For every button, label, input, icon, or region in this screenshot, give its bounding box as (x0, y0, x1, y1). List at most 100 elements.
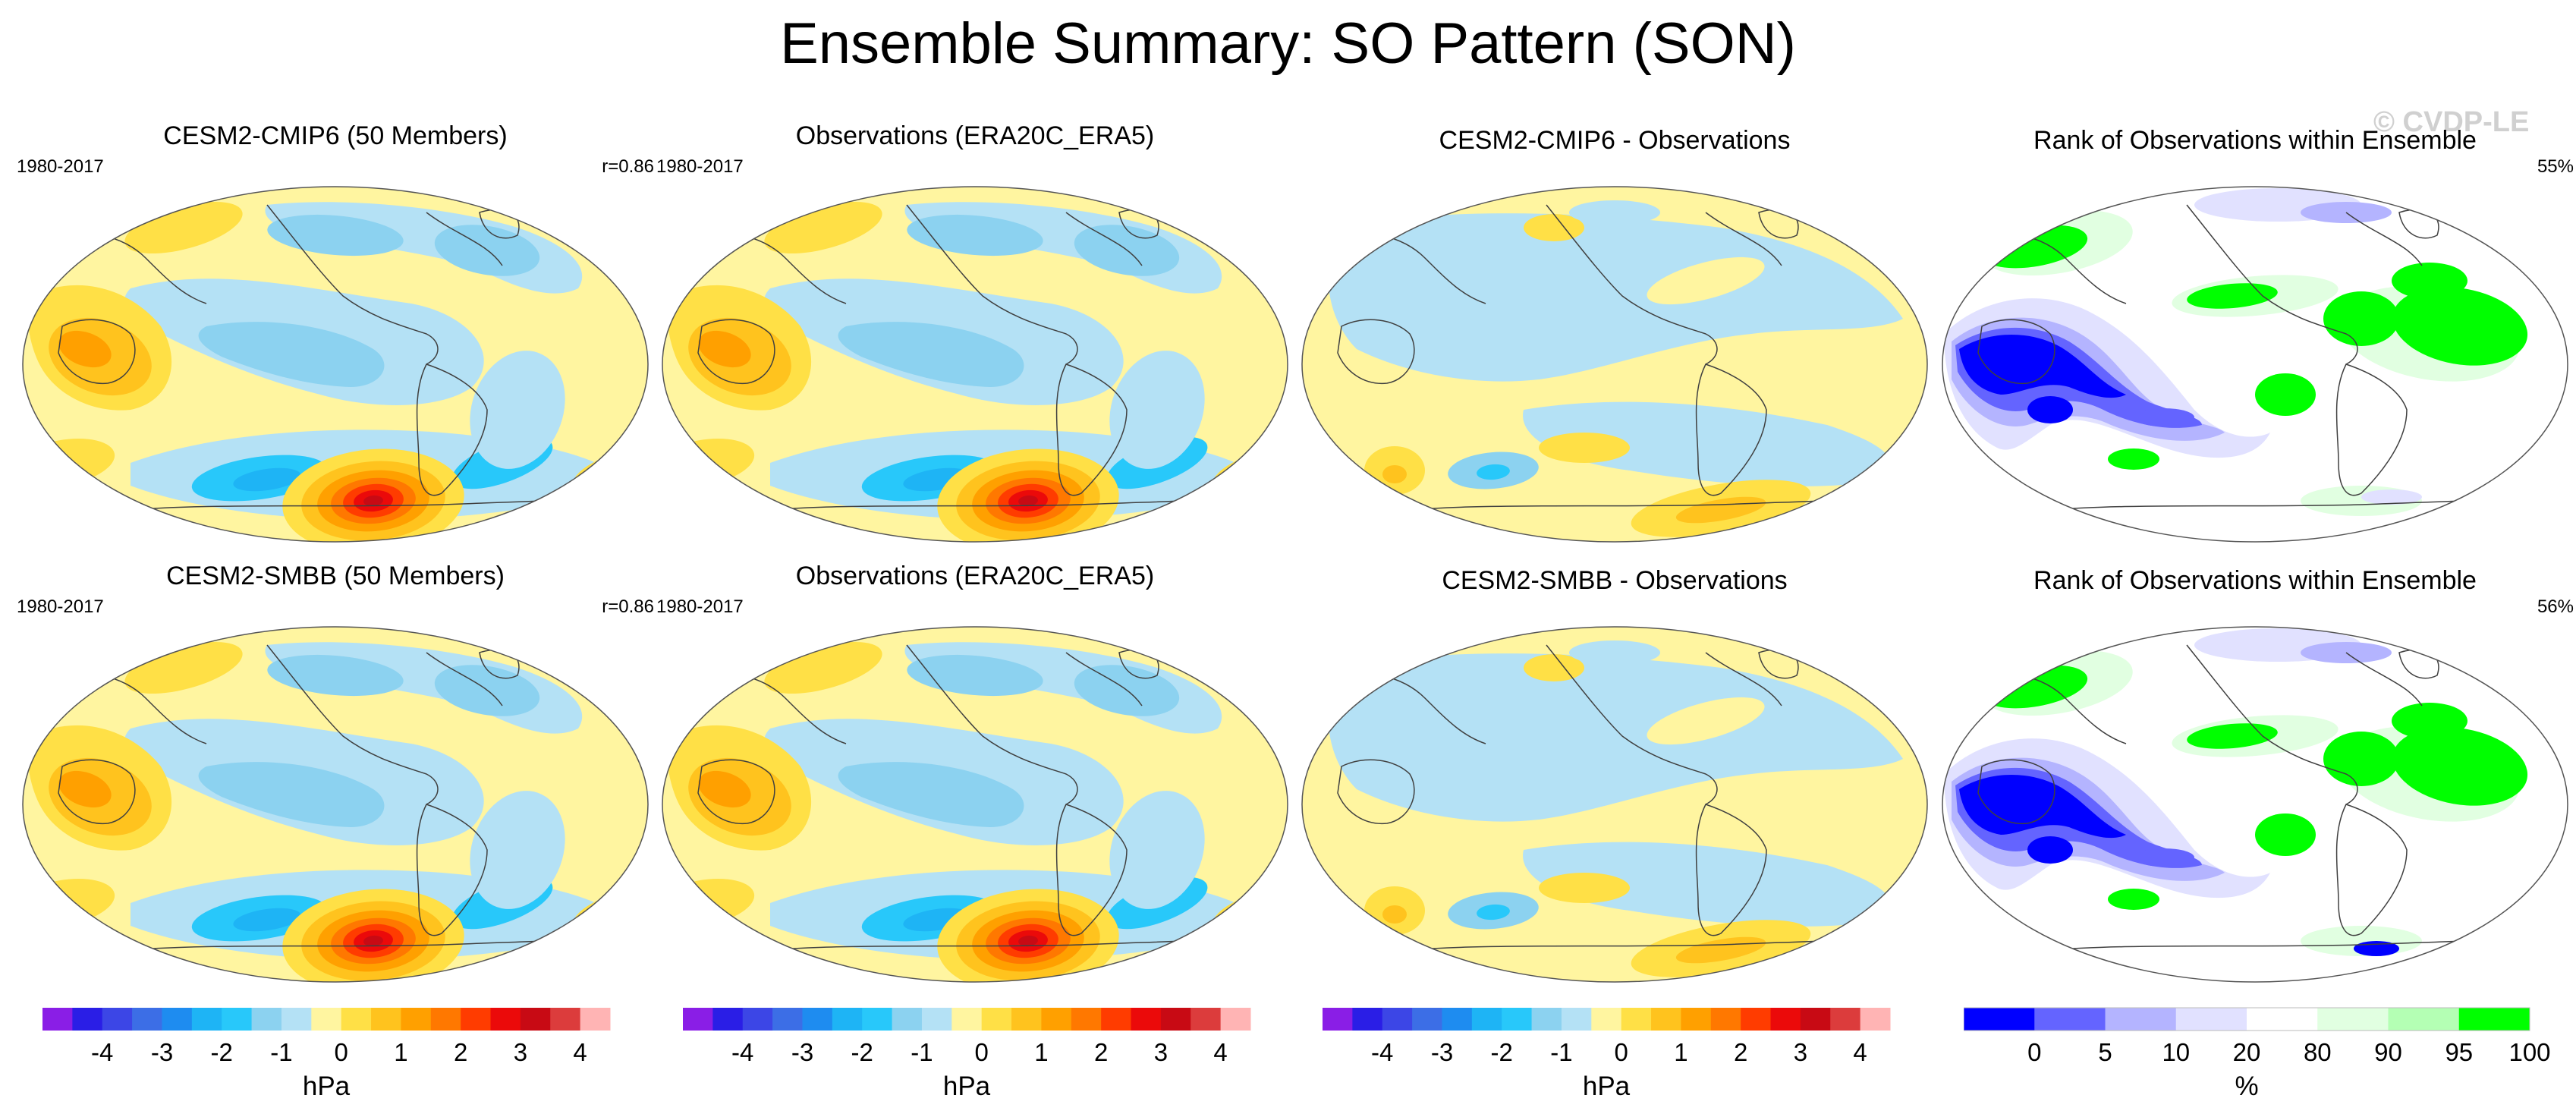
colorbar-tick-label: 90 (2374, 1038, 2402, 1066)
colorbar-swatch (2105, 1008, 2177, 1031)
colorbar-swatch (281, 1008, 312, 1031)
colorbar-swatch (550, 1008, 581, 1031)
panel-title: Observations (ERA20C_ERA5) (795, 121, 1155, 150)
positive-difference-region (1382, 465, 1407, 483)
low-pressure-region (470, 791, 565, 909)
map-projection (1301, 186, 1928, 543)
colorbar-pressure-3: -4 -3 -2 -1 0 1 2 3 4 hPa (1323, 1006, 1914, 1112)
colorbar-tick-label: 3 (1153, 1038, 1168, 1066)
colorbar-tick-label: 3 (513, 1038, 528, 1066)
colorbar-tick-label: 0 (2027, 1038, 2042, 1066)
colorbar-swatch (1323, 1008, 1353, 1031)
low-pressure-region (267, 654, 404, 697)
colorbar-swatch (1830, 1008, 1861, 1031)
colorbar-tick-label: -1 (1550, 1038, 1573, 1066)
rank-low-region (2361, 489, 2422, 505)
rank-high-region (2323, 732, 2399, 786)
colorbar-swatch (772, 1008, 803, 1031)
high-pressure-region (764, 201, 882, 254)
colorbar-swatch (222, 1008, 253, 1031)
colorbar-tick-label: 1 (1034, 1038, 1049, 1066)
map-outline (22, 626, 649, 983)
colorbar-tick-label: 20 (2232, 1038, 2261, 1066)
rank-low-region (2134, 848, 2194, 867)
negative-difference-region (1569, 200, 1660, 225)
positive-difference-region (1647, 256, 1765, 305)
negative-difference-region (1328, 653, 1903, 822)
colorbar-tick-label: 2 (1734, 1038, 1748, 1066)
rank-high-region (2392, 287, 2528, 366)
panel-title: CESM2-CMIP6 - Observations (1439, 126, 1791, 155)
map-panel: Observations (ERA20C_ERA5) 1980-2017 (656, 562, 1294, 987)
rank-low-region (2134, 408, 2194, 426)
colorbar-tick-label: -3 (1430, 1038, 1454, 1066)
colorbar-swatch (1220, 1008, 1251, 1031)
negative-difference-region (1569, 640, 1660, 665)
map-panel: Rank of Observations within Ensemble 56% (1936, 562, 2574, 987)
colorbar-tick-label: -1 (911, 1038, 933, 1066)
colorbar-tick-label: 80 (2303, 1038, 2332, 1066)
colorbar-swatch (712, 1008, 744, 1031)
low-pressure-region (907, 214, 1043, 256)
low-pressure-region (907, 654, 1043, 697)
positive-difference-region (1524, 214, 1584, 241)
low-pressure-region (198, 762, 385, 827)
rank-high-region (2323, 291, 2399, 346)
colorbar-swatch (1651, 1008, 1681, 1031)
rank-high-region (2392, 703, 2467, 739)
colorbar-swatch (1352, 1008, 1383, 1031)
high-pressure-region (58, 330, 112, 368)
colorbar-tick-label: 1 (1674, 1038, 1688, 1066)
colorbar-tick-label: 4 (1853, 1038, 1867, 1066)
colorbar-swatch (251, 1008, 282, 1031)
colorbar-rank: 0 5 10 20 80 90 95 100% (1964, 1006, 2556, 1112)
map-outline (1942, 626, 2568, 983)
colorbar-swatch (371, 1008, 401, 1031)
positive-difference-region (1382, 905, 1407, 924)
colorbar-tick-label: 100 (2508, 1038, 2551, 1066)
low-pressure-region (233, 908, 301, 932)
negative-difference-region (1523, 401, 1892, 486)
rank-high-region (2187, 723, 2278, 749)
colorbar-swatch (802, 1008, 833, 1031)
high-pressure-region (58, 770, 112, 808)
colorbar-units: hPa (942, 1072, 991, 1101)
rank-high-region (2392, 727, 2528, 806)
colorbar-swatch (72, 1008, 103, 1031)
colorbar-swatch (892, 1008, 923, 1031)
figure-title: Ensemble Summary: SO Pattern (SON) (780, 11, 1796, 76)
panel-title: Observations (ERA20C_ERA5) (795, 562, 1155, 590)
map-projection (22, 186, 649, 543)
colorbar-swatch (520, 1008, 551, 1031)
high-pressure-region (124, 641, 243, 694)
negative-difference-region (1477, 904, 1510, 920)
panel-period-label: 1980-2017 (656, 596, 744, 617)
colorbar-swatch (2317, 1008, 2389, 1031)
colorbar-swatch (132, 1008, 162, 1031)
colorbar-swatch (1502, 1008, 1533, 1031)
colorbar-swatches (1323, 1008, 1891, 1031)
rank-high-region (2255, 813, 2316, 856)
rank-high-region (2392, 263, 2467, 299)
colorbar-swatch (1131, 1008, 1162, 1031)
colorbar-swatch (2458, 1008, 2530, 1031)
high-pressure-region (698, 770, 751, 808)
colorbar-tick-label: -1 (270, 1038, 293, 1066)
high-pressure-center (1018, 935, 1038, 947)
colorbar-swatch (683, 1008, 713, 1031)
colorbar-swatch (311, 1008, 342, 1031)
colorbar-pressure-1: -4 -3 -2 -1 0 1 2 3 4 hPa (42, 1006, 634, 1112)
high-pressure-center (363, 935, 383, 947)
low-pressure-region (1109, 351, 1205, 469)
colorbar-tick-label: 0 (1614, 1038, 1628, 1066)
positive-difference-region (1539, 433, 1630, 463)
colorbar-swatches (1964, 1007, 2530, 1031)
colorbar-swatch (2175, 1008, 2247, 1031)
colorbar-swatch (742, 1008, 773, 1031)
colorbar-swatch (1741, 1008, 1772, 1031)
rank-low-region (2027, 836, 2073, 864)
rank-high-region (2108, 889, 2159, 910)
colorbar-tick-label: 4 (573, 1038, 587, 1066)
map-outline (1301, 186, 1928, 543)
colorbar-tick-label: -2 (210, 1038, 233, 1066)
